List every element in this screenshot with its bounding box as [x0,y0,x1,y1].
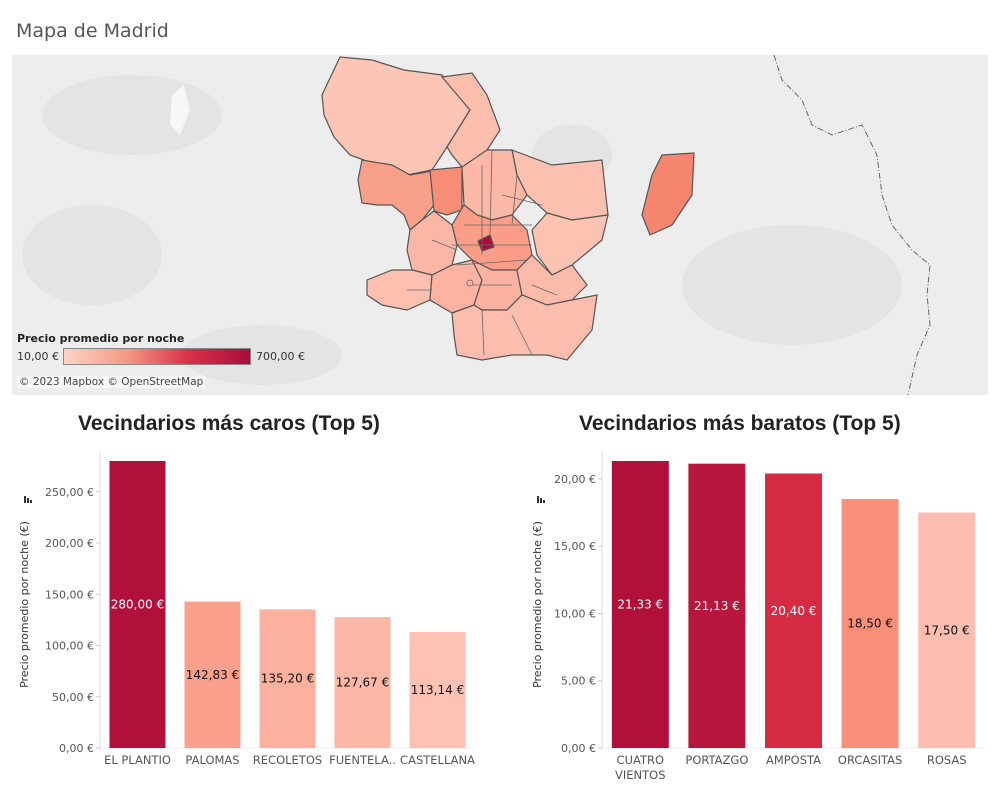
y-tick-label: 150,00 € [45,588,94,601]
bar-value-label: 20,40 € [771,604,817,618]
legend-title: Precio promedio por noche [17,332,185,345]
chart-cheap[interactable]: Precio promedio por noche (€) 0,00 € 5,00 … [525,445,995,790]
map-terrain [22,75,902,385]
bar-value-label: 21,13 € [694,599,740,613]
chart-expensive-svg[interactable]: Precio promedio por noche (€) 0,00 € 50,00… [12,445,492,790]
x-category-label: RECOLETOS [253,753,322,767]
bar-value-label: 142,83 € [186,668,239,682]
x-category-label: VIENTOS [615,768,666,782]
y-tick-label: 0,00 € [59,742,94,755]
chart-expensive[interactable]: Precio promedio por noche (€) 0,00 € 50,00… [12,445,492,790]
bar[interactable] [918,512,976,748]
legend-min-label: 10,00 € [17,350,59,363]
district-villaverde[interactable] [451,294,598,361]
bar[interactable] [259,609,316,748]
bar[interactable] [765,473,822,748]
sort-icon-bar [30,500,32,503]
region-border-line [773,55,931,395]
sort-icon-bar [543,500,545,503]
y-tick-label: 5,00 € [561,675,596,688]
bar-value-label: 113,14 € [411,683,464,697]
chart-title-cheap: Vecindarios más baratos (Top 5) [579,412,901,435]
sort-icon-bar [537,496,539,503]
x-category-label: AMPOSTA [766,753,821,767]
district-polygons[interactable] [321,56,695,361]
bar[interactable] [688,463,746,748]
x-category-label: ORCASITAS [838,753,902,767]
bar-value-label: 127,67 € [336,676,389,690]
x-category-label: PORTAZGO [685,753,748,767]
bar-value-label: 18,50 € [847,617,893,631]
y-tick-label: 200,00 € [45,537,94,550]
legend-gradient-bar [63,348,251,365]
y-tick-label: 100,00 € [45,640,94,653]
y-tick-label: 0,00 € [561,742,596,755]
y-tick-label: 10,00 € [554,607,596,620]
dashboard-title: Mapa de Madrid [16,20,169,42]
x-category-label: EL PLANTIO [104,753,171,767]
sort-icon-bar [24,496,26,503]
madrid-map[interactable]: Precio promedio por noche 10,00 € 700,00… [12,55,988,395]
bar[interactable] [409,632,466,748]
bar-value-label: 280,00 € [111,598,164,612]
district-el-plantio-area[interactable] [429,166,463,216]
bar[interactable] [611,461,669,748]
sort-icon-bar [27,498,29,503]
y-tick-label: 50,00 € [52,691,94,704]
sort-icon[interactable] [24,496,32,503]
bar[interactable] [184,601,241,748]
bar[interactable] [109,461,166,748]
district-fuencarral[interactable] [321,56,471,176]
x-category-label: PALOMAS [185,753,239,767]
y-tick-label: 20,00 € [554,473,596,486]
sort-icon-bar [540,498,542,503]
x-category-label: CASTELLANA [400,753,475,767]
map-canvas[interactable] [12,55,988,395]
y-axis-title: Precio promedio por noche (€) [531,521,544,688]
district-latina[interactable] [406,210,458,276]
bar-value-label: 17,50 € [924,623,970,637]
chart-cheap-svg[interactable]: Precio promedio por noche (€) 0,00 € 5,00 … [525,445,995,790]
district-barajas[interactable] [641,152,695,236]
y-tick-label: 250,00 € [45,486,94,499]
neighborhood-lines [407,149,558,356]
sort-icon[interactable] [537,496,545,503]
bar[interactable] [841,499,899,748]
chart-title-expensive: Vecindarios más caros (Top 5) [78,412,380,435]
y-tick-label: 15,00 € [554,540,596,553]
bar[interactable] [334,617,391,748]
legend-max-label: 700,00 € [256,350,305,363]
bar-value-label: 21,33 € [617,598,663,612]
x-category-label: FUENTELA.. [329,753,396,767]
map-attribution[interactable]: © 2023 Mapbox © OpenStreetMap [17,376,206,388]
y-axis-title: Precio promedio por noche (€) [18,521,31,688]
x-category-label: ROSAS [927,753,967,767]
bar-value-label: 135,20 € [261,672,314,686]
map-color-legend: Precio promedio por noche 10,00 € 700,00… [17,332,305,365]
x-category-label: CUATRO [617,753,665,767]
